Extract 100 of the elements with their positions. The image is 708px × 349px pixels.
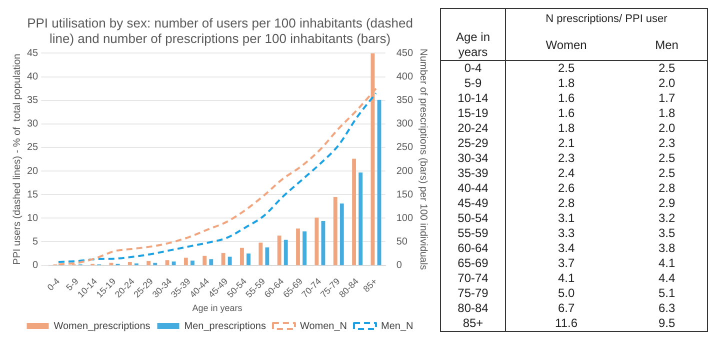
data-label: 3.7 <box>556 256 576 271</box>
text: Men <box>654 36 680 54</box>
data-label: 5.0 <box>556 286 576 301</box>
y2-tick-label: 0 <box>396 260 402 272</box>
y2-tick-label: 400 <box>396 72 414 83</box>
legend-label: Women_N <box>300 320 348 332</box>
category-label: 80-84 <box>440 301 506 316</box>
bar <box>258 242 263 266</box>
data-label: 2.6 <box>556 181 576 196</box>
category-label: 35-39 <box>440 166 506 181</box>
data-label: 3.8 <box>657 241 676 256</box>
data-label: 2.3 <box>657 136 676 151</box>
y-tick-label: 40 <box>27 72 39 83</box>
bar <box>172 262 176 266</box>
data-label: 2.0 <box>657 121 676 136</box>
bar <box>302 231 306 266</box>
data-label: 2.5 <box>556 60 576 76</box>
category-label: 20-24 <box>440 121 506 136</box>
data-label: 1.8 <box>657 106 676 121</box>
y-tick-label: 45 <box>27 48 39 59</box>
text: N prescriptions/ PPI user <box>544 12 668 27</box>
data-label: 9.5 <box>657 316 676 332</box>
bar <box>146 261 151 266</box>
data-label: 3.5 <box>657 226 676 241</box>
data-label: 2.1 <box>556 136 576 151</box>
category-label: 65-69 <box>440 256 506 271</box>
category-label: 55-59 <box>440 226 506 241</box>
y2-tick-label: 200 <box>396 166 414 177</box>
legend-label: Women_prescriptions <box>54 320 150 332</box>
text: Women <box>544 36 588 54</box>
category-label: 25-29 <box>440 136 506 151</box>
data-label: 2.8 <box>657 181 676 196</box>
category-label: 60-64 <box>440 241 506 256</box>
data-label: 1.6 <box>556 106 576 121</box>
data-label: 2.4 <box>556 166 576 181</box>
y-tick-label: 20 <box>27 166 39 177</box>
category-label: 15-19 <box>440 106 506 121</box>
text: Age in years <box>440 30 506 60</box>
bar <box>228 256 232 266</box>
legend-label: Men_prescriptions <box>184 320 266 332</box>
bar <box>333 196 338 266</box>
y-tick-label: 10 <box>27 212 39 224</box>
data-label: 2.8 <box>556 196 576 211</box>
y-tick-label: 25 <box>27 142 39 154</box>
x-axis-title: Age in years <box>192 303 243 314</box>
bar <box>284 240 288 266</box>
category-label: 5-9 <box>440 76 506 91</box>
y-tick-label: 15 <box>27 189 39 200</box>
bar <box>202 256 207 266</box>
data-label: 2.5 <box>657 60 676 76</box>
bar <box>184 258 188 266</box>
y-tick-label: 30 <box>27 118 39 130</box>
bar <box>296 228 300 266</box>
bar <box>128 262 132 266</box>
data-label: 3.1 <box>556 211 576 226</box>
data-label: 1.7 <box>657 91 676 106</box>
legend-label: Men_N <box>381 320 414 332</box>
bar <box>240 248 244 266</box>
bar <box>314 218 319 266</box>
data-label: 1.6 <box>556 91 576 106</box>
category-label: 45-49 <box>440 196 506 211</box>
bar <box>209 259 214 266</box>
data-label: 3.4 <box>556 241 576 256</box>
x-tick-label: 5-9 <box>64 276 80 292</box>
data-label: 1.8 <box>556 121 576 136</box>
category-label: 30-34 <box>440 151 506 166</box>
y-tick-label: 5 <box>32 236 39 248</box>
data-label: 1.8 <box>556 76 576 91</box>
data-label: 11.6 <box>554 316 579 332</box>
category-label: 40-44 <box>440 181 506 196</box>
category-label: 85+ <box>440 316 506 332</box>
data-label: 2.3 <box>556 151 576 166</box>
data-label: 2.0 <box>657 76 676 91</box>
y2-tick-label: 50 <box>396 236 408 248</box>
bar <box>221 253 226 266</box>
chart-title: PPI utilisation by sex: number of users per 100 inhabitants (dashed line) and number of prescriptions per 100 inhabitants (bars) <box>27 15 413 46</box>
category-label: 10-14 <box>440 91 506 106</box>
bar <box>358 172 363 266</box>
y2-tick-label: 150 <box>396 189 414 200</box>
y2-tick-label: 450 <box>396 48 414 59</box>
y2-axis-title: Number of prescriptions (bars) per 100 individuals <box>417 48 428 270</box>
bar <box>190 260 194 266</box>
category-label: 0-4 <box>440 60 506 76</box>
x-tick-label: 0-4 <box>45 276 62 292</box>
y-tick-label: 0 <box>32 260 39 272</box>
data-label: 6.7 <box>556 301 576 316</box>
data-label: 3.2 <box>657 211 676 226</box>
data-label: 2.5 <box>657 166 676 181</box>
bar <box>340 204 344 266</box>
data-label: 4.1 <box>657 256 676 271</box>
y-tick-label: 35 <box>27 95 39 106</box>
data-label: 4.1 <box>556 271 576 286</box>
x-tick-label: 85+ <box>361 276 380 294</box>
bar <box>352 158 356 266</box>
bar <box>265 247 270 266</box>
data-label: 2.5 <box>657 151 676 166</box>
y2-tick-label: 100 <box>396 212 414 224</box>
bar <box>277 236 282 266</box>
data-label: 6.3 <box>657 301 676 316</box>
category-label: 50-54 <box>440 211 506 226</box>
